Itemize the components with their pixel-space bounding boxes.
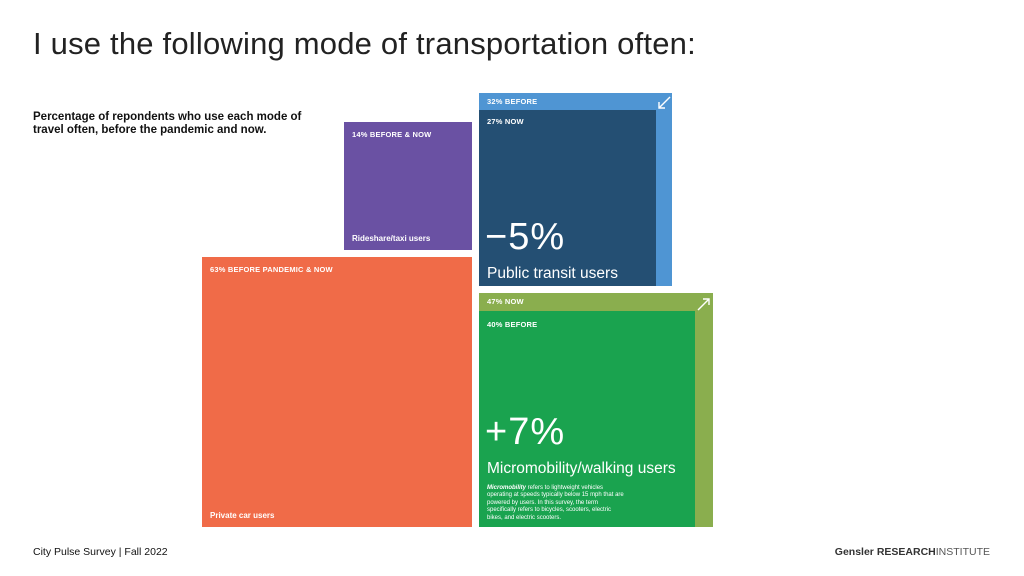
box-micro-before: 40% BEFORE +7% Micromobility/walking use… bbox=[479, 311, 695, 527]
shrink-arrow-icon bbox=[658, 96, 671, 109]
grow-arrow-icon bbox=[697, 298, 710, 311]
chart-subtitle: Percentage of repondents who use each mo… bbox=[33, 111, 302, 136]
brand-name: Gensler bbox=[834, 546, 874, 558]
brand-logo: Gensler RESEARCHINSTITUTE bbox=[835, 546, 990, 558]
micro-change-value: +7% bbox=[485, 411, 566, 453]
micro-before-label: 40% BEFORE bbox=[487, 320, 538, 329]
transit-change-value: −5% bbox=[485, 216, 566, 258]
transit-name: Public transit users bbox=[487, 265, 618, 282]
micro-footnote-term: Micromobility bbox=[487, 485, 527, 491]
box-transit-now: 27% NOW −5% Public transit users bbox=[479, 110, 656, 286]
micro-footnote: Micromobility refers to lightweight vehi… bbox=[487, 485, 627, 522]
transit-now-label: 27% NOW bbox=[487, 117, 524, 126]
car-value-label: 63% BEFORE PANDEMIC & NOW bbox=[210, 265, 333, 274]
transit-before-label: 32% BEFORE bbox=[487, 97, 538, 106]
car-name: Private car users bbox=[210, 511, 275, 520]
brand-institute: INSTITUTE bbox=[935, 546, 990, 558]
page-title: I use the following mode of transportati… bbox=[33, 26, 696, 61]
survey-source: City Pulse Survey | Fall 2022 bbox=[33, 546, 168, 558]
box-rideshare: 14% BEFORE & NOW Rideshare/taxi users bbox=[344, 122, 472, 250]
micro-name: Micromobility/walking users bbox=[487, 460, 676, 477]
box-private-car: 63% BEFORE PANDEMIC & NOW Private car us… bbox=[202, 257, 472, 527]
rideshare-value-label: 14% BEFORE & NOW bbox=[352, 130, 432, 139]
micro-footnote-text: refers to lightweight vehicles operating… bbox=[487, 485, 624, 521]
brand-research: RESEARCH bbox=[876, 546, 936, 558]
micro-now-label: 47% NOW bbox=[487, 297, 524, 306]
rideshare-name: Rideshare/taxi users bbox=[352, 234, 431, 243]
